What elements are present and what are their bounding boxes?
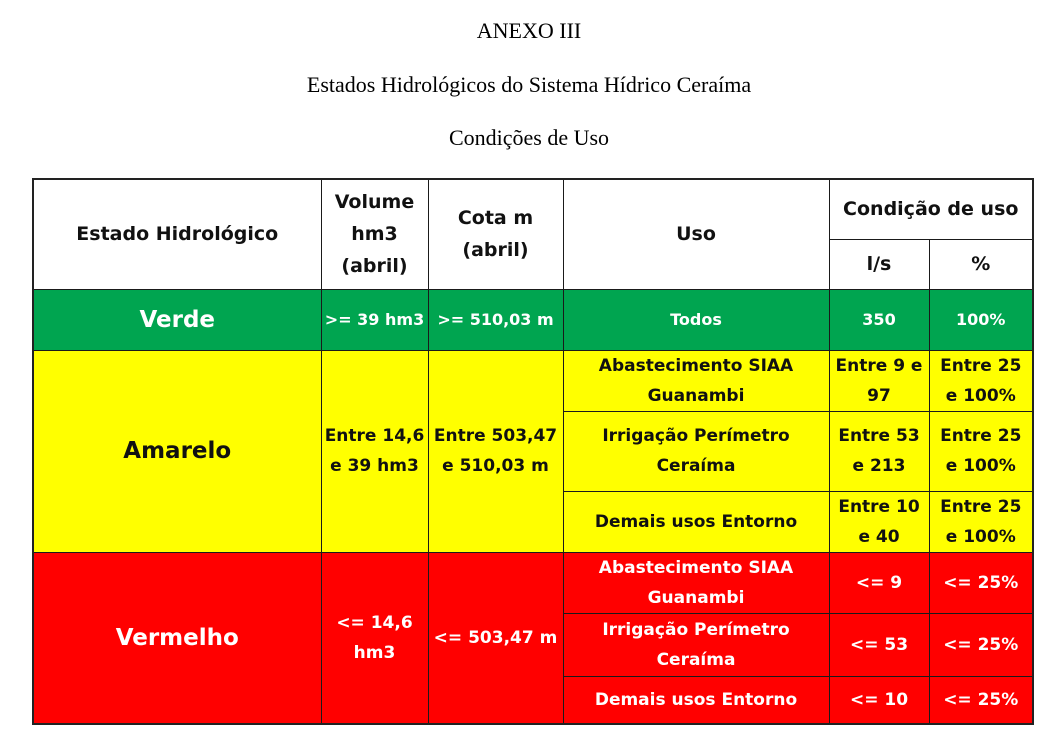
table-header-row: Estado Hidrológico Volume hm3 (abril) Co… bbox=[32, 178, 1034, 290]
pct-vermelho-1: <= 25% bbox=[928, 612, 1034, 677]
col-header-ls: l/s bbox=[828, 238, 930, 290]
uso-vermelho-2: Demais usos Entorno bbox=[562, 675, 830, 725]
volume-verde: >= 39 hm3 bbox=[320, 288, 429, 351]
table-row-verde: Verde >= 39 hm3 >= 510,03 m Todos 350 10… bbox=[32, 288, 1034, 351]
volume-amarelo: Entre 14,6 e 39 hm3 bbox=[320, 349, 429, 553]
ls-amarelo-2: Entre 10 e 40 bbox=[828, 490, 930, 553]
document-subtitle: Condições de Uso bbox=[448, 125, 610, 150]
col-header-pct: % bbox=[928, 238, 1034, 290]
pct-verde-0: 100% bbox=[928, 288, 1034, 351]
col-header-condicao: Condição de uso bbox=[828, 178, 1034, 240]
table-row-amarelo: Amarelo Entre 14,6 e 39 hm3 Entre 503,47… bbox=[32, 349, 1034, 553]
table-row-amarelo-2: Demais usos Entorno Entre 10 e 40 Entre … bbox=[33, 490, 1034, 553]
pct-amarelo-2: Entre 25 e 100% bbox=[928, 490, 1034, 553]
col-header-volume: Volume hm3 (abril) bbox=[320, 178, 429, 290]
table-subheader-row: l/s % bbox=[33, 238, 1034, 290]
ls-vermelho-1: <= 53 bbox=[828, 612, 930, 677]
ls-amarelo-0: Entre 9 e 97 bbox=[828, 349, 930, 412]
volume-vermelho: <= 14,6 hm3 bbox=[320, 551, 429, 725]
col-header-cota: Cota m (abril) bbox=[427, 178, 564, 290]
ls-vermelho-0: <= 9 bbox=[828, 551, 930, 614]
document-title: Estados Hidrológicos do Sistema Hídrico … bbox=[306, 72, 752, 97]
col-header-estado: Estado Hidrológico bbox=[32, 178, 322, 290]
ls-amarelo-1: Entre 53 e 213 bbox=[828, 410, 930, 492]
ls-vermelho-2: <= 10 bbox=[828, 675, 930, 725]
cota-amarelo: Entre 503,47 e 510,03 m bbox=[427, 349, 564, 553]
pct-vermelho-0: <= 25% bbox=[928, 551, 1034, 614]
uso-vermelho-0: Abastecimento SIAA Guanambi bbox=[562, 551, 830, 614]
cota-vermelho: <= 503,47 m bbox=[427, 551, 564, 725]
state-amarelo: Amarelo bbox=[32, 349, 322, 553]
pct-amarelo-0: Entre 25 e 100% bbox=[928, 349, 1034, 412]
uso-vermelho-1: Irrigação Perímetro Ceraíma bbox=[562, 612, 830, 677]
uso-amarelo-2: Demais usos Entorno bbox=[562, 490, 830, 553]
cota-verde: >= 510,03 m bbox=[427, 288, 564, 351]
ls-verde-0: 350 bbox=[828, 288, 930, 351]
pct-vermelho-2: <= 25% bbox=[928, 675, 1034, 725]
uso-amarelo-0: Abastecimento SIAA Guanambi bbox=[562, 349, 830, 412]
hydrological-states-table: Estado Hidrológico Volume hm3 (abril) Co… bbox=[32, 178, 1034, 725]
annex-label: ANEXO III bbox=[476, 18, 582, 43]
uso-amarelo-1: Irrigação Perímetro Ceraíma bbox=[562, 410, 830, 492]
table-row-amarelo-1: Irrigação Perímetro Ceraíma Entre 53 e 2… bbox=[33, 410, 1034, 492]
col-header-uso: Uso bbox=[562, 178, 830, 290]
state-verde: Verde bbox=[32, 288, 322, 351]
table-row-vermelho-1: Irrigação Perímetro Ceraíma <= 53 <= 25% bbox=[33, 612, 1034, 677]
pct-amarelo-1: Entre 25 e 100% bbox=[928, 410, 1034, 492]
table-row-vermelho: Vermelho <= 14,6 hm3 <= 503,47 m Abastec… bbox=[32, 551, 1034, 725]
table-row-vermelho-2: Demais usos Entorno <= 10 <= 25% bbox=[33, 675, 1034, 725]
state-vermelho: Vermelho bbox=[32, 551, 322, 725]
uso-verde-0: Todos bbox=[562, 288, 830, 351]
